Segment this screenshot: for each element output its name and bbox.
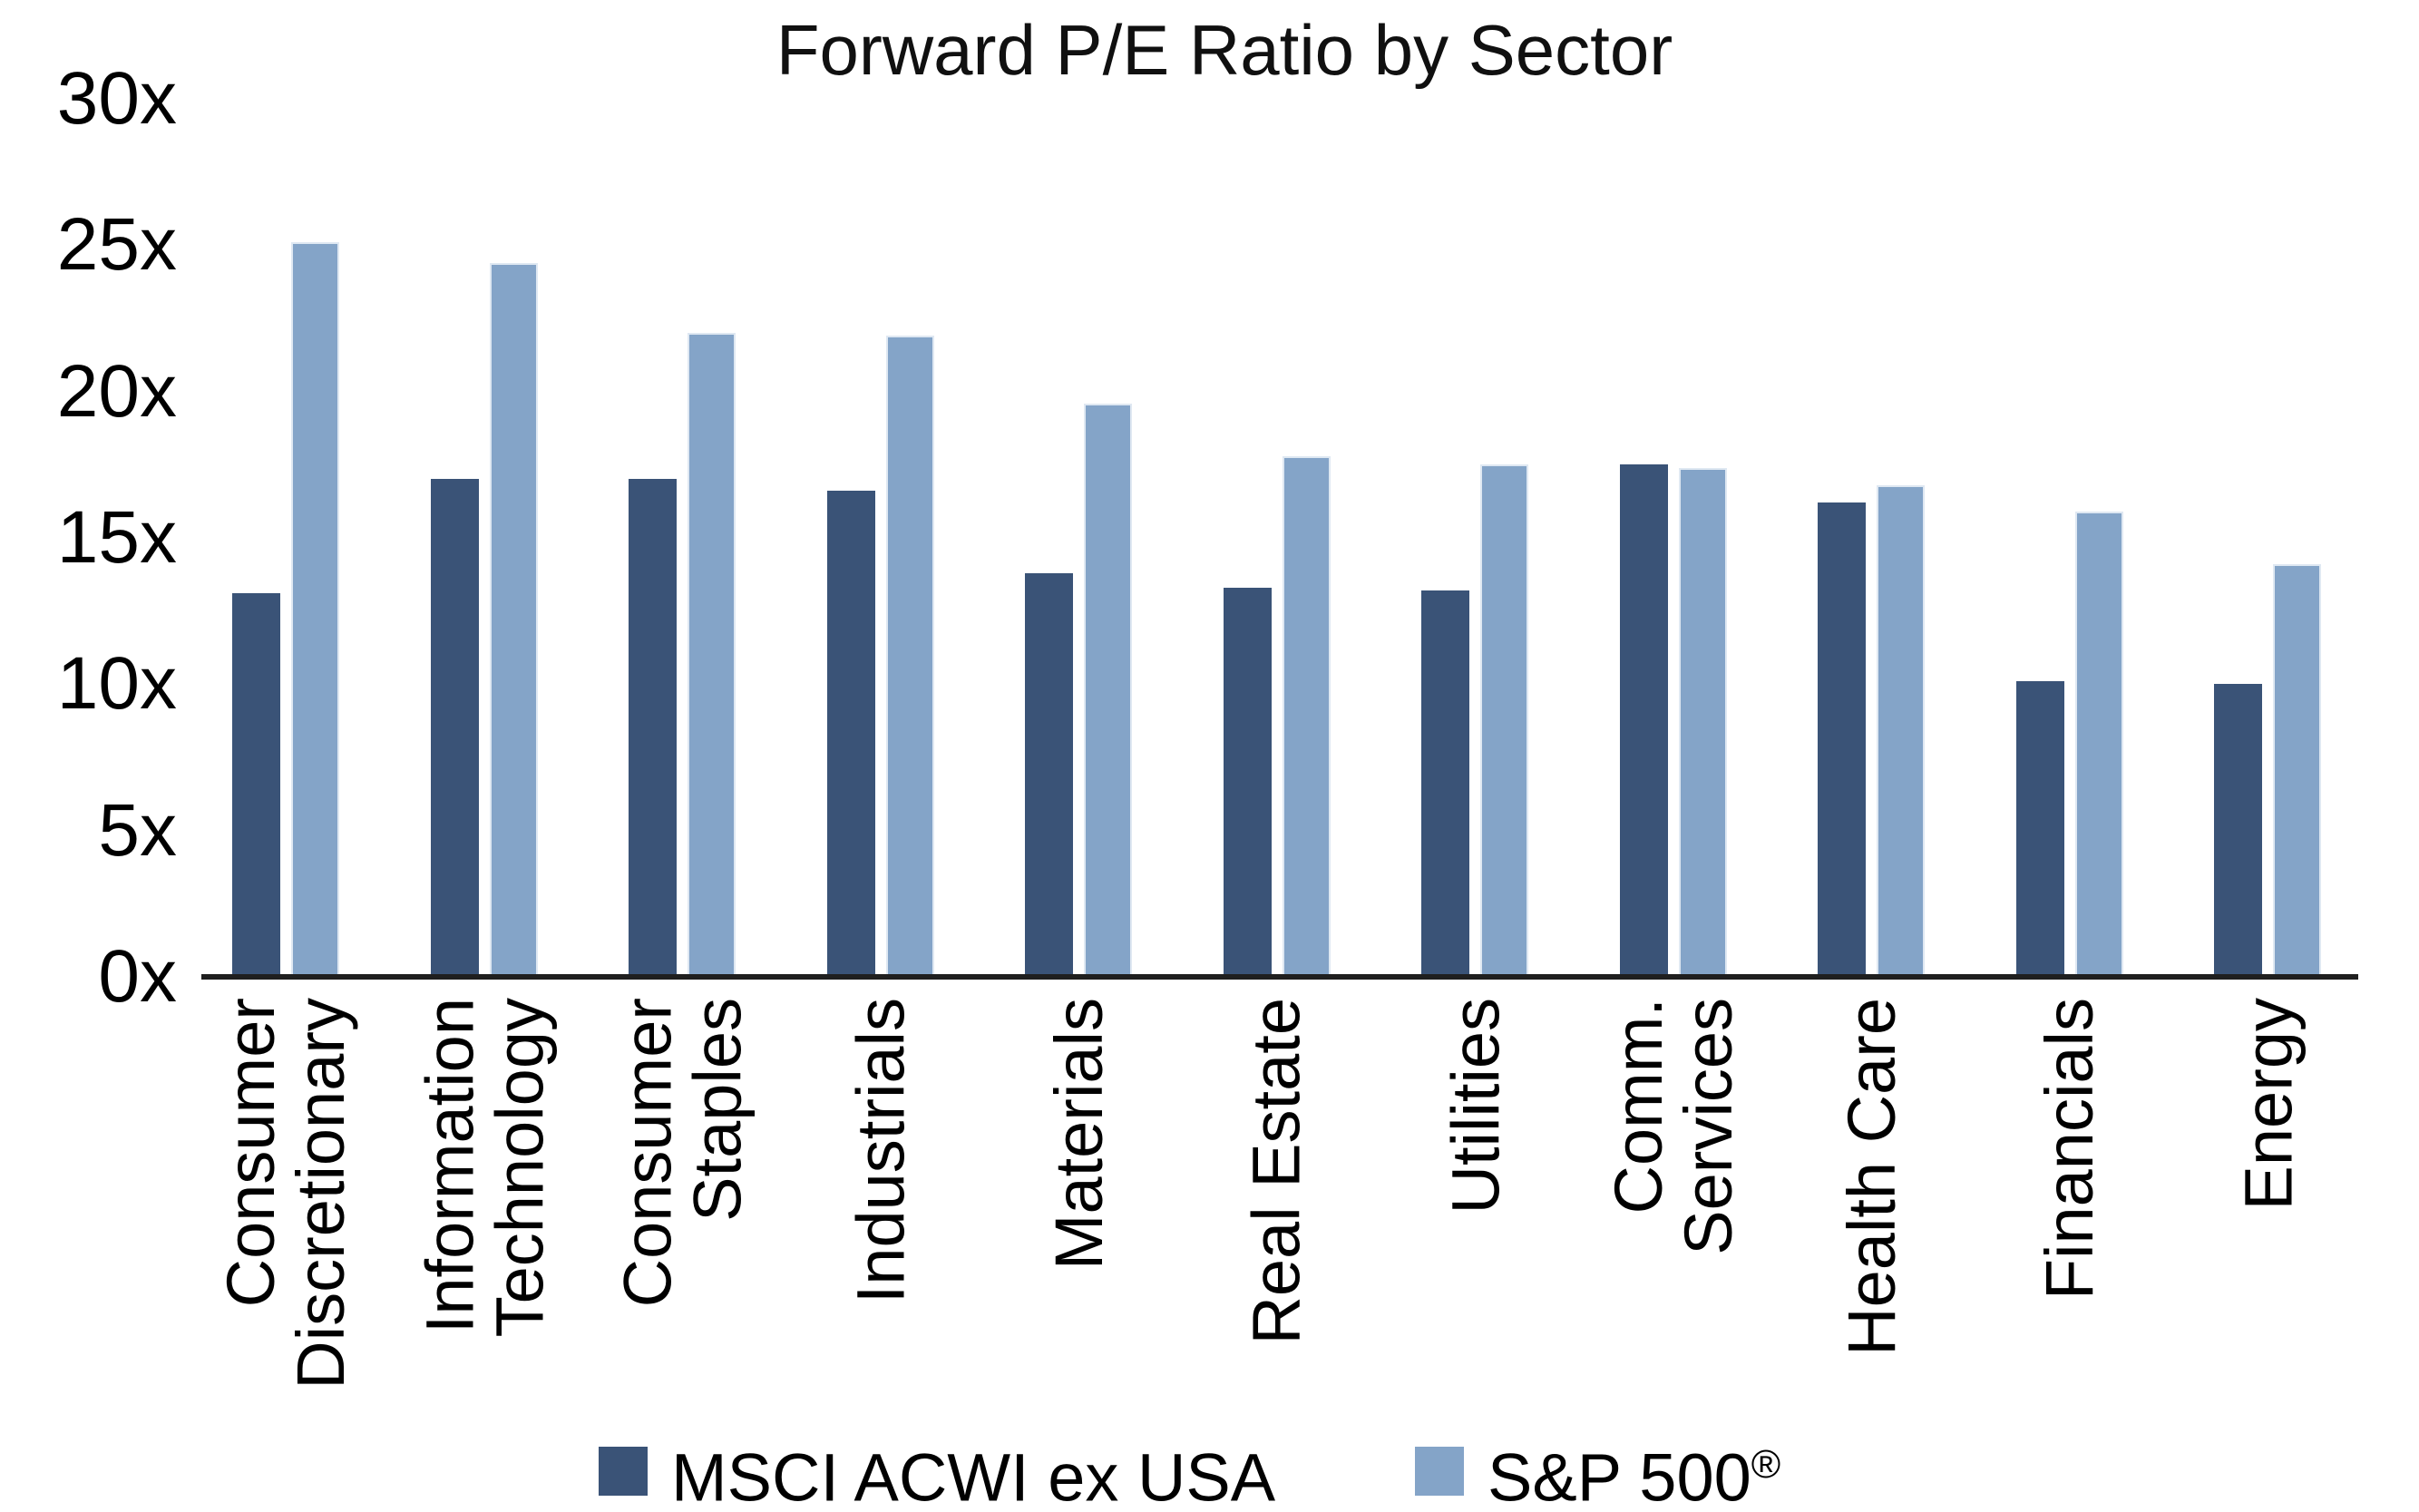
bar-sp500-consumer-staples — [688, 333, 736, 977]
legend-swatch-sp500-icon — [1415, 1447, 1464, 1497]
bar-msci-comm-services — [1619, 464, 1668, 977]
x-axis-label-comm-services: Comm. Services — [1600, 998, 1746, 1255]
bar-sp500-financials — [2074, 511, 2123, 977]
x-axis-label-consumer-discretionary: Consumer Discretionary — [212, 998, 358, 1390]
legend: MSCI ACWI ex USA S&P 500® — [0, 1431, 2419, 1511]
bar-sp500-energy — [2273, 564, 2321, 977]
y-axis-tick-30: 30x — [56, 56, 177, 140]
bar-msci-real-estate — [1223, 587, 1272, 977]
bar-sp500-consumer-discretionary — [291, 242, 339, 977]
y-axis-tick-20: 20x — [56, 349, 177, 433]
bar-sp500-comm-services — [1678, 467, 1727, 977]
legend-item-msci: MSCI ACWI ex USA — [599, 1431, 1275, 1512]
x-axis-label-materials: Materials — [1040, 998, 1117, 1271]
x-axis-label-energy: Energy — [2229, 998, 2306, 1211]
bar-sp500-health-care — [1877, 484, 1925, 977]
x-axis-line — [201, 974, 2358, 980]
y-axis-tick-10: 10x — [56, 642, 177, 726]
bar-msci-consumer-discretionary — [232, 593, 280, 977]
y-axis-tick-0: 0x — [98, 935, 177, 1018]
x-axis-label-utilities: Utilities — [1437, 998, 1513, 1214]
legend-item-sp500: S&P 500® — [1415, 1431, 1780, 1512]
bar-sp500-industrials — [885, 336, 934, 977]
bar-msci-information-technology — [430, 479, 479, 977]
bar-msci-health-care — [1818, 502, 1866, 977]
legend-label-msci: MSCI ACWI ex USA — [671, 1439, 1276, 1512]
bar-msci-industrials — [826, 491, 875, 977]
bar-msci-consumer-staples — [629, 479, 677, 977]
x-axis-label-information-technology: Information Technology — [411, 998, 557, 1338]
bar-msci-utilities — [1421, 590, 1469, 977]
bar-sp500-real-estate — [1282, 455, 1331, 977]
bar-msci-financials — [2015, 681, 2064, 977]
x-axis-label-real-estate: Real Estate — [1238, 998, 1314, 1345]
y-axis-tick-15: 15x — [56, 495, 177, 579]
bar-msci-materials — [1025, 572, 1073, 977]
x-axis-label-financials: Financials — [2032, 998, 2108, 1301]
bar-msci-energy — [2214, 684, 2262, 977]
chart-title: Forward P/E Ratio by Sector — [775, 10, 1673, 90]
y-axis-tick-25: 25x — [56, 203, 177, 287]
y-axis-tick-5: 5x — [98, 788, 177, 872]
x-axis-label-consumer-staples: Consumer Staples — [610, 998, 756, 1308]
bar-sp500-information-technology — [489, 262, 538, 977]
legend-swatch-msci-icon — [599, 1447, 648, 1497]
x-axis-label-health-care: Health Care — [1833, 998, 1909, 1356]
legend-label-sp500: S&P 500® — [1487, 1439, 1781, 1512]
bar-sp500-materials — [1084, 403, 1132, 977]
bar-sp500-utilities — [1480, 464, 1528, 977]
x-axis-label-industrials: Industrials — [843, 998, 919, 1304]
